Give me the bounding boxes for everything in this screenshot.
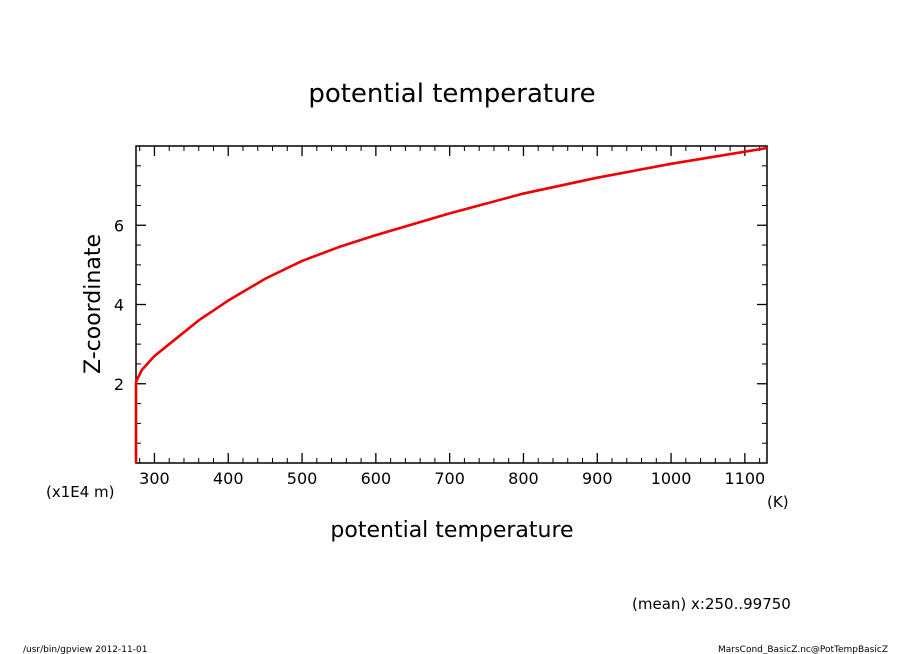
footer-left-note: /usr/bin/gpview 2012-11-01 [23, 645, 147, 654]
minor-ticks [136, 146, 767, 463]
x-tick-label: 500 [287, 469, 318, 488]
x-axis-label: potential temperature [330, 518, 573, 543]
y-axis-label: Z-coordinate [81, 234, 106, 374]
x-tick-label: 300 [139, 469, 170, 488]
tick-labels: 300 400 500 600 700 800 900 1000 1100 2 4 6 [114, 216, 765, 488]
footer-right-note: MarsCond_BasicZ.nc@PotTempBasicZ [718, 645, 888, 654]
x-tick-label: 400 [213, 469, 244, 488]
y-tick-label: 4 [114, 296, 124, 315]
chart-title: potential temperature [308, 79, 595, 109]
x-tick-label: 1100 [725, 469, 766, 488]
x-unit-label: (K) [767, 493, 789, 511]
x-tick-label: 800 [508, 469, 539, 488]
plot-frame [135, 145, 768, 464]
x-tick-label: 600 [361, 469, 392, 488]
y-unit-label: (x1E4 m) [46, 483, 115, 501]
series-line [134, 146, 768, 463]
y-tick-label: 6 [114, 216, 124, 235]
x-tick-label: 700 [434, 469, 465, 488]
x-tick-label: 900 [582, 469, 613, 488]
major-ticks [136, 146, 767, 463]
x-tick-label: 1000 [651, 469, 692, 488]
mean-note: (mean) x:250..99750 [632, 595, 791, 613]
y-tick-label: 2 [114, 375, 124, 394]
